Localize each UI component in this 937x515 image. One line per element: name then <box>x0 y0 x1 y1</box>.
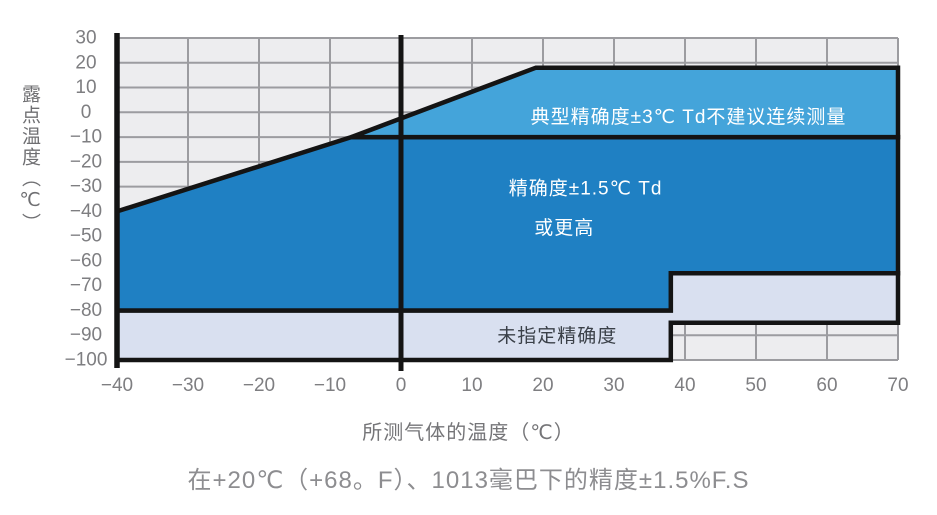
y-tick-label: −30 <box>70 176 102 197</box>
y-tick-label: −50 <box>70 226 102 247</box>
region-label-high-accuracy: 精确度±1.5℃ Td <box>509 178 663 200</box>
y-tick-label: 0 <box>81 102 92 123</box>
x-tick-label: −10 <box>314 375 346 396</box>
region-label-high-accuracy: 或更高 <box>534 217 594 239</box>
x-tick-label: −40 <box>101 375 133 396</box>
region-label-unspecified-accuracy: 未指定精确度 <box>497 325 617 347</box>
x-tick-label: 40 <box>674 375 695 396</box>
y-tick-label: −40 <box>70 201 102 222</box>
x-tick-label: −20 <box>243 375 275 396</box>
x-tick-label: 0 <box>396 375 407 396</box>
x-tick-label: 60 <box>816 375 837 396</box>
region-typical-accuracy <box>350 65 901 140</box>
x-tick-label: −30 <box>172 375 204 396</box>
y-tick-label: −60 <box>70 250 102 271</box>
x-tick-label: 70 <box>887 375 908 396</box>
region-label-typical-accuracy: 典型精确度±3℃ Td不建议连续测量 <box>531 106 847 128</box>
y-tick-label: −70 <box>70 275 102 296</box>
x-tick-label: 10 <box>461 375 482 396</box>
chart-caption: 在+20℃（+68。F）、1013毫巴下的精度±1.5%F.S <box>187 467 750 494</box>
y-tick-label: 30 <box>75 28 96 49</box>
x-tick-label: 50 <box>745 375 766 396</box>
y-tick-label: −90 <box>70 325 102 346</box>
x-tick-labels: −40 −30 −20 −10 0 10 20 30 40 50 60 70 <box>101 375 909 396</box>
y-tick-label: −100 <box>65 350 108 371</box>
y-tick-label: −80 <box>70 300 102 321</box>
x-tick-label: 30 <box>603 375 624 396</box>
y-axis-title: 露点温度（℃） <box>19 84 40 234</box>
y-tick-label: 10 <box>75 77 96 98</box>
y-tick-label: −10 <box>70 127 102 148</box>
y-tick-label: −20 <box>70 151 102 172</box>
x-tick-label: 20 <box>532 375 553 396</box>
x-axis-title: 所测气体的温度（℃） <box>362 422 575 444</box>
chart-plot-area: 未指定精确度 精确度±1.5℃ Td 或更高 典型精确度±3℃ Td不建议连续测量 −4… <box>65 28 909 397</box>
y-tick-label: 20 <box>75 52 96 73</box>
y-tick-labels: 30 20 10 0 −10 −20 −30 −40 −50 −60 −70 −80 −90 −100 <box>65 28 108 371</box>
